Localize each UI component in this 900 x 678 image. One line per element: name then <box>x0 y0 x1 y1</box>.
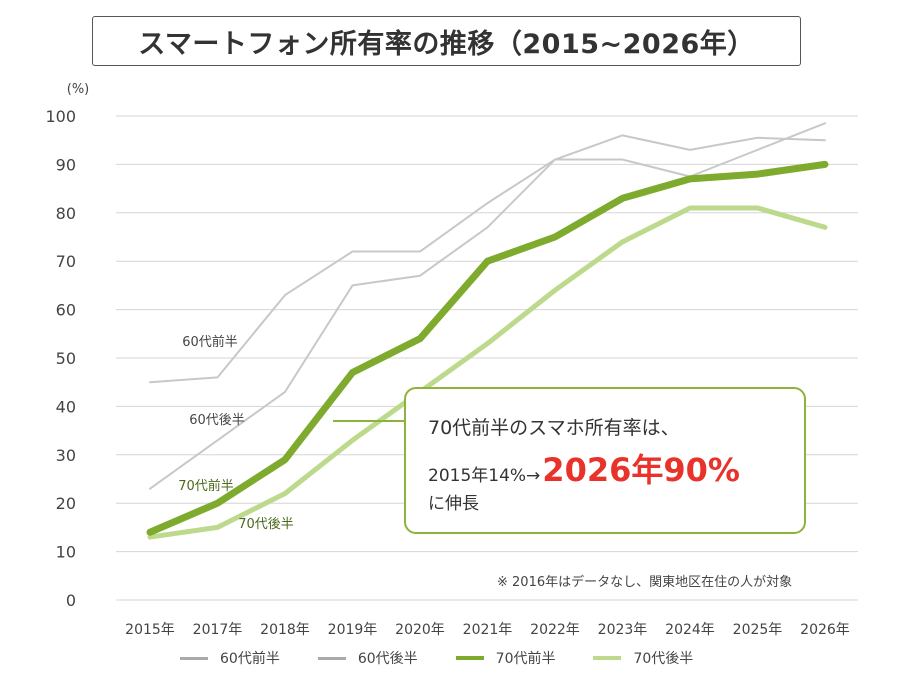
footnote: ※ 2016年はデータなし、関東地区在住の人が対象 <box>497 575 793 590</box>
x-tick-label: 2017年 <box>193 622 243 638</box>
y-tick-label: 80 <box>56 204 76 223</box>
callout-line2: 2015年14%→ 2026年90% <box>428 445 740 491</box>
legend-item: 70代前半 <box>455 648 556 668</box>
legend: 60代前半 60代後半 70代前半 70代後半 <box>180 646 731 670</box>
legend-swatch <box>593 656 622 660</box>
x-tick-label: 2019年 <box>328 622 378 638</box>
legend-item: 60代後半 <box>317 648 418 668</box>
y-tick-label: 40 <box>56 397 76 416</box>
callout-prefix: 2015年14%→ <box>428 466 541 486</box>
legend-label: 60代前半 <box>220 651 280 667</box>
x-tick-label: 2020年 <box>395 622 445 638</box>
callout-highlight: 2026年90% <box>542 451 740 489</box>
series-line-70-late <box>147 205 828 540</box>
series-line-60-early <box>149 134 826 384</box>
series-line-70-early <box>146 160 829 536</box>
legend-label: 70代後半 <box>633 651 694 667</box>
y-tick-label: 100 <box>45 107 76 126</box>
y-tick-label: 20 <box>56 494 76 513</box>
x-tick-label: 2018年 <box>260 622 310 638</box>
y-tick-label: 30 <box>56 446 76 465</box>
y-tick-label: 60 <box>56 301 76 320</box>
callout-box: 70代前半のスマホ所有率は、 2015年14%→ 2026年90% に伸長 <box>404 387 806 534</box>
x-tick-label: 2024年 <box>665 622 715 638</box>
series-label-70-early: 70代前半 <box>178 478 234 494</box>
callout-line1: 70代前半のスマホ所有率は、 <box>428 417 680 439</box>
series-label-70-late: 70代後半 <box>238 517 294 532</box>
legend-swatch <box>180 656 208 660</box>
y-tick-label: 70 <box>56 252 76 271</box>
x-tick-label: 2021年 <box>463 622 513 638</box>
x-tick-label: 2025年 <box>733 622 783 638</box>
y-tick-label: 10 <box>56 543 76 562</box>
callout-line3: に伸長 <box>428 494 479 514</box>
y-tick-label: 50 <box>56 349 76 368</box>
y-tick-label: 0 <box>66 591 76 610</box>
series-label-60-late: 60代後半 <box>189 413 245 428</box>
series-label-60-early: 60代前半 <box>182 334 238 350</box>
x-tick-label: 2023年 <box>598 622 648 638</box>
x-tick-label: 2022年 <box>530 622 580 638</box>
legend-item: 60代前半 <box>180 648 280 668</box>
legend-label: 60代後半 <box>357 651 418 667</box>
y-tick-label: 90 <box>56 155 76 174</box>
legend-swatch <box>317 656 346 660</box>
x-tick-label: 2015年 <box>125 622 175 638</box>
legend-label: 70代前半 <box>495 651 556 667</box>
chart-title: スマートフォン所有率の推移（2015~2026年） <box>92 16 801 66</box>
series-line-60-late <box>149 122 826 490</box>
y-axis-unit: (%) <box>67 82 90 97</box>
legend-swatch <box>455 656 484 660</box>
x-tick-label: 2026年 <box>800 622 850 638</box>
legend-item: 70代後半 <box>593 648 693 668</box>
